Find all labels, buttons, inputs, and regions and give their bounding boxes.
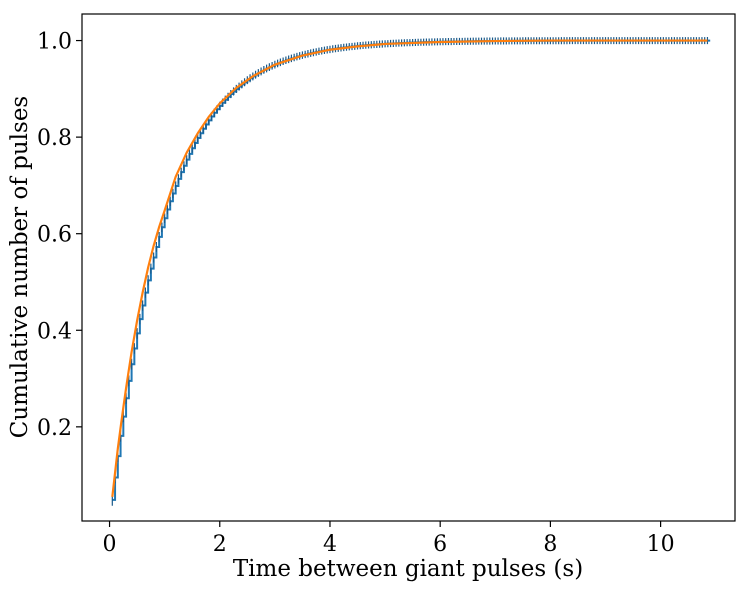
x-axis-label: Time between giant pulses (s) (233, 556, 583, 582)
y-tick-label-1: 1.0 (37, 30, 72, 55)
y-tick-label-0.6: 0.6 (37, 223, 72, 248)
x-tick-label-4: 4 (323, 532, 337, 557)
y-tick-label-0.8: 0.8 (37, 126, 72, 151)
x-tick-label-6: 6 (433, 532, 447, 557)
y-tick-label-0.2: 0.2 (37, 416, 72, 441)
y-tick-label-0.4: 0.4 (37, 319, 72, 344)
ticks-layer: 0 2 4 6 8 10 0.2 0.4 0.6 0.8 1.0 (37, 30, 675, 557)
empirical-error-bars (111, 37, 709, 506)
x-tick-label-8: 8 (543, 532, 557, 557)
fit-line (111, 39, 708, 497)
plot-layer (111, 37, 711, 506)
x-tick-label-0: 0 (103, 532, 117, 557)
empirical-step-line (112, 39, 711, 501)
y-axis-label: Cumulative number of pulses (7, 96, 33, 438)
x-tick-label-2: 2 (213, 532, 227, 557)
x-tick-label-10: 10 (647, 532, 675, 557)
axes-frame (81, 13, 736, 522)
